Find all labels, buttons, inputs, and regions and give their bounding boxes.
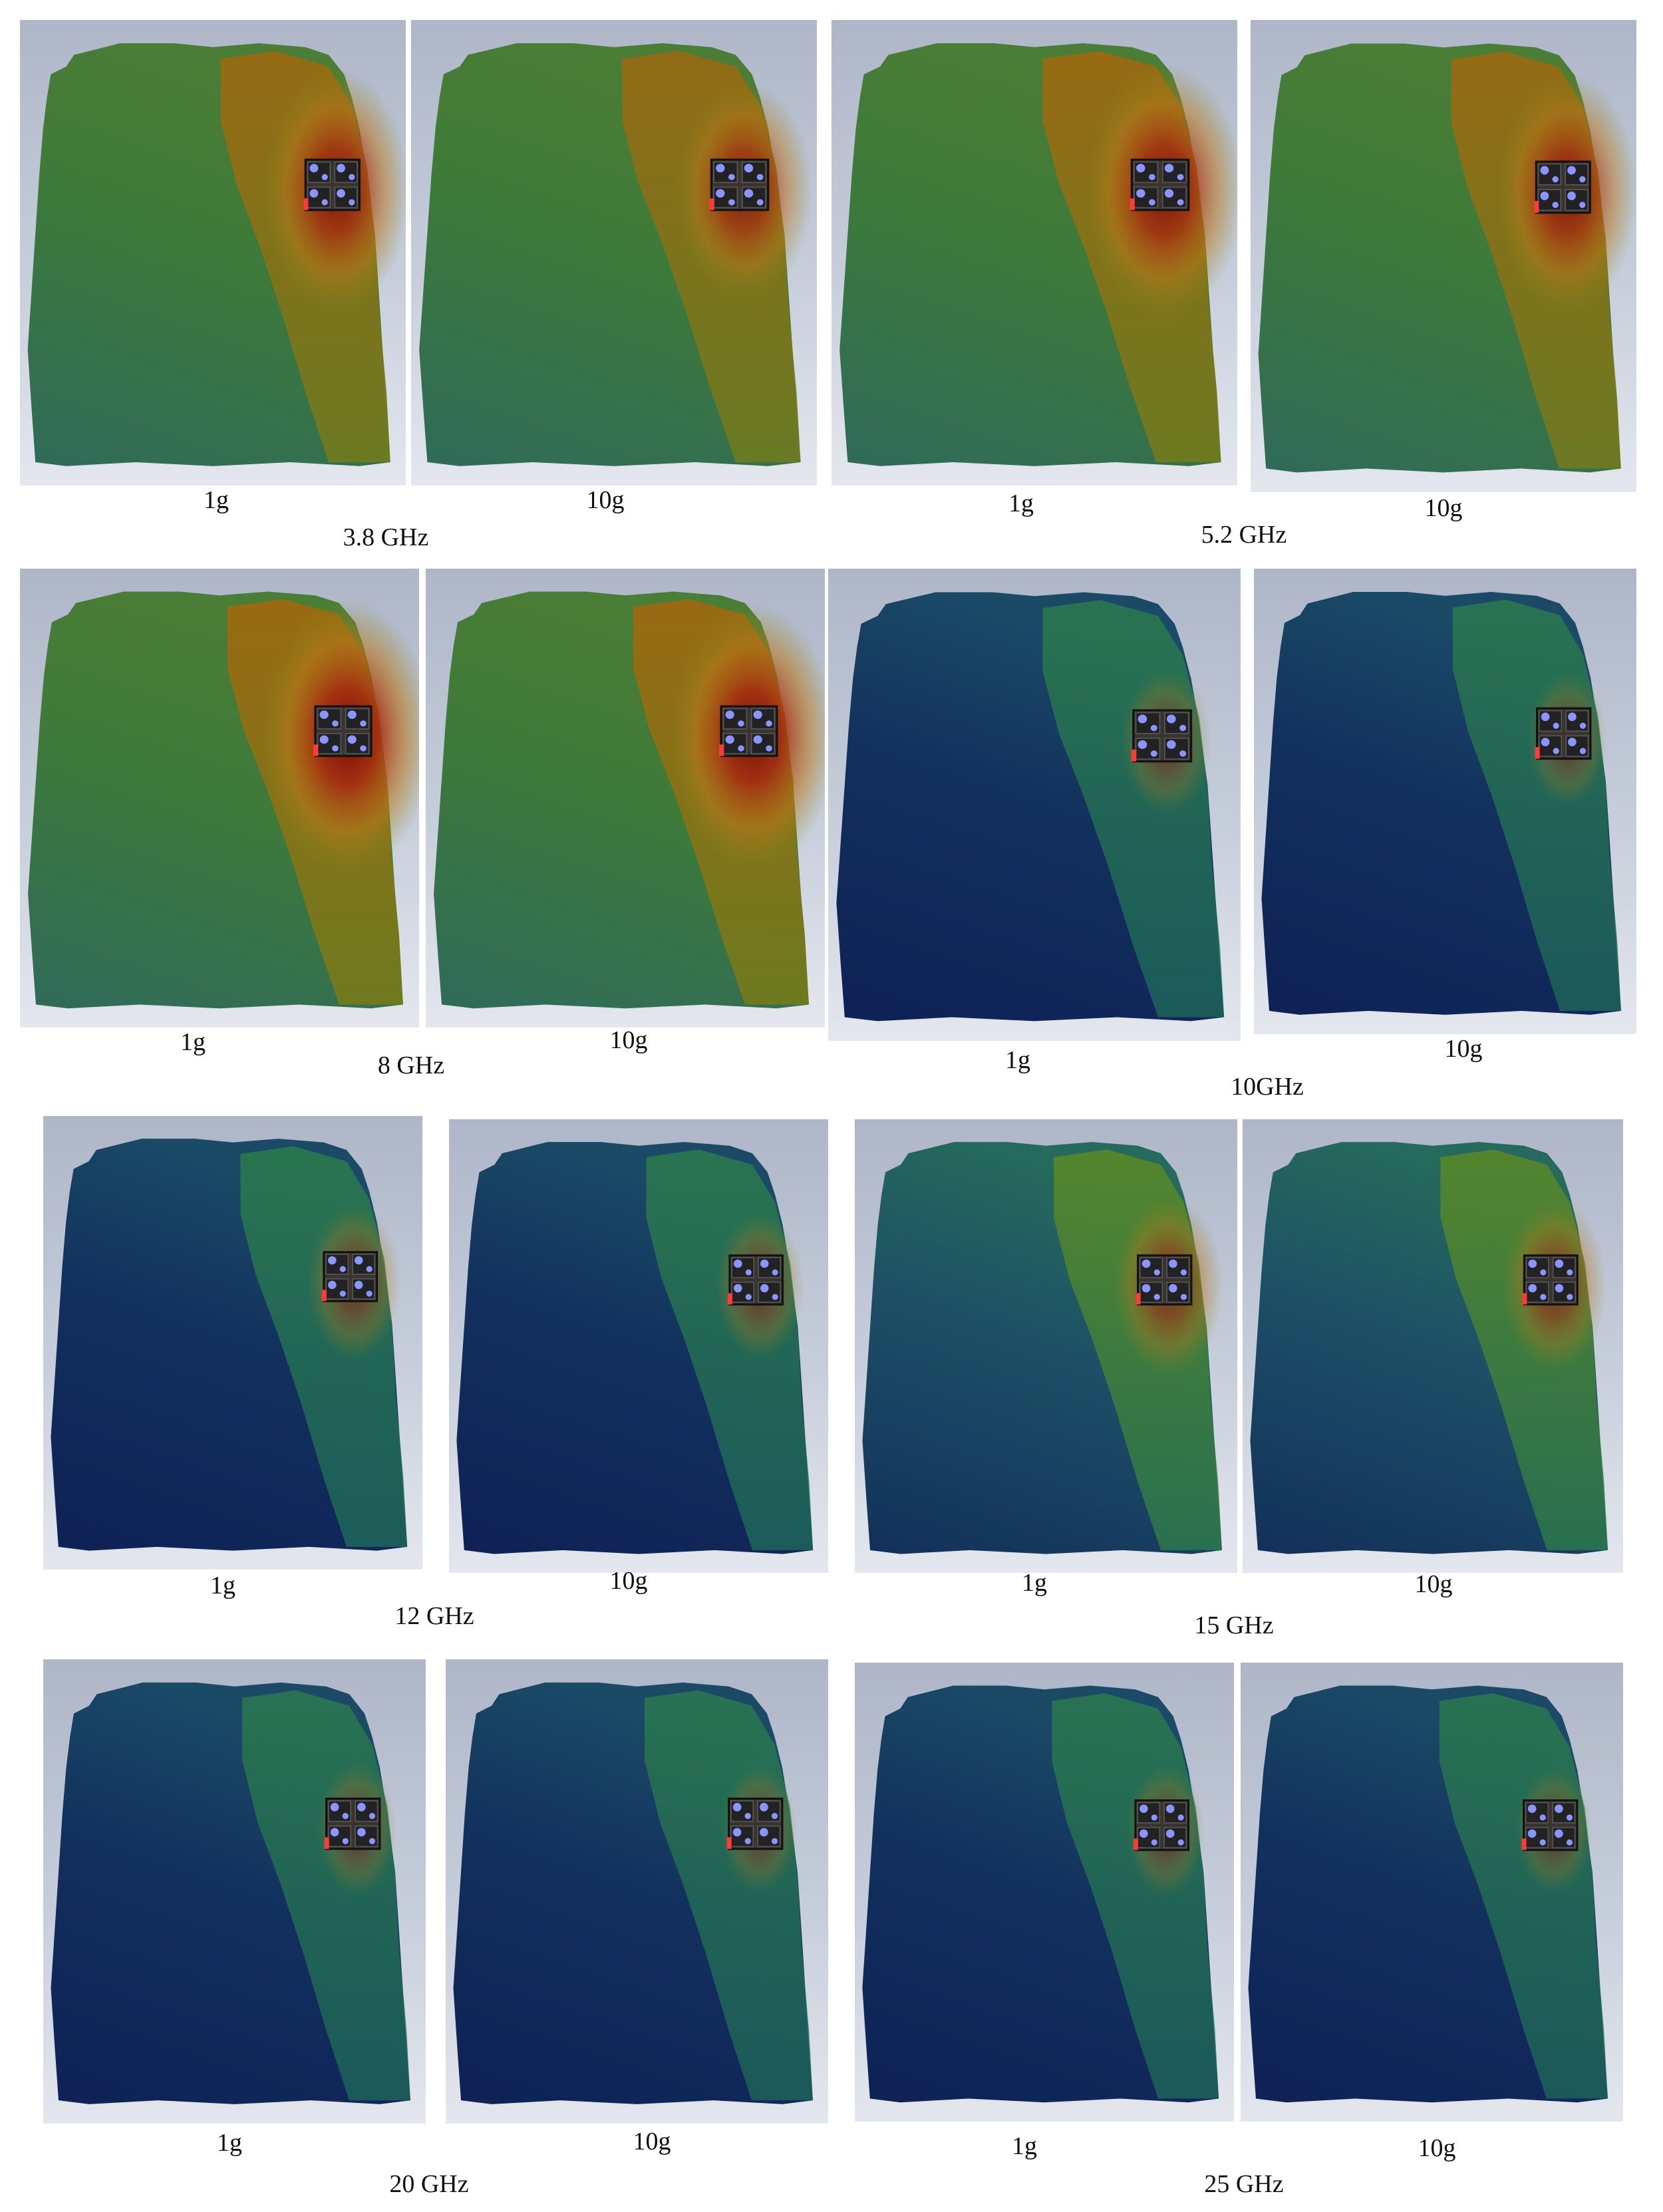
sar-heatmap — [839, 43, 1237, 466]
sar-panel-25ghz-1g — [855, 1663, 1234, 2122]
frequency-label-5-2ghz: 5.2 GHz — [1201, 521, 1287, 549]
sar-heatmap — [836, 592, 1225, 1022]
antenna-array-icon — [1521, 1799, 1579, 1852]
sar-panel-20ghz-1g — [43, 1659, 426, 2124]
panel-label-20ghz-1g: 1g — [217, 2129, 242, 2157]
sar-heatmap — [862, 1685, 1219, 2103]
antenna-array-icon — [727, 1254, 784, 1306]
sar-panel-8ghz-1g — [20, 569, 419, 1028]
frequency-label-10ghz: 10GHz — [1231, 1073, 1304, 1101]
sar-heatmap — [1258, 43, 1636, 473]
antenna-array-icon — [1534, 160, 1591, 214]
panel-label-20ghz-10g: 10g — [633, 2128, 671, 2155]
sar-panel-10ghz-10g — [1254, 569, 1636, 1034]
sar-heatmap — [434, 591, 825, 1009]
frequency-label-3-8ghz: 3.8 GHz — [343, 523, 429, 551]
panel-label-5-2ghz-10g: 10g — [1424, 494, 1463, 522]
panel-label-8ghz-1g: 1g — [180, 1028, 206, 1056]
frequency-label-20ghz: 20 GHz — [389, 2170, 469, 2198]
antenna-array-icon — [321, 1251, 378, 1302]
antenna-array-icon — [1131, 709, 1193, 763]
sar-heatmap — [456, 1142, 814, 1554]
sar-heatmap — [419, 43, 813, 466]
antenna-array-icon — [726, 1797, 784, 1850]
frequency-label-25ghz: 25 GHz — [1204, 2170, 1284, 2198]
sar-heatmap — [862, 1142, 1223, 1554]
antenna-array-icon — [1522, 1254, 1579, 1306]
antenna-array-icon — [709, 158, 770, 211]
sar-panel-8ghz-10g — [426, 569, 825, 1028]
antenna-array-icon — [719, 705, 778, 758]
panel-label-10ghz-1g: 1g — [1005, 1046, 1030, 1074]
panel-label-25ghz-1g: 1g — [1012, 2132, 1037, 2160]
frequency-label-8ghz: 8 GHz — [377, 1051, 445, 1079]
sar-panel-3-8ghz-10g — [411, 20, 817, 485]
panel-label-8ghz-10g: 10g — [609, 1026, 648, 1054]
frequency-label-15ghz: 15 GHz — [1194, 1611, 1274, 1639]
sar-heatmap — [27, 43, 406, 466]
antenna-array-icon — [303, 158, 361, 211]
panel-label-15ghz-10g: 10g — [1414, 1570, 1453, 1598]
antenna-array-icon — [1133, 1799, 1190, 1852]
panel-label-10ghz-10g: 10g — [1444, 1035, 1483, 1063]
panel-label-3-8ghz-10g: 10g — [586, 486, 625, 514]
antenna-array-icon — [1135, 1254, 1193, 1306]
sar-panel-5-2ghz-10g — [1251, 20, 1636, 492]
panel-label-12ghz-1g: 1g — [210, 1572, 235, 1599]
sar-heatmap — [51, 1682, 410, 2104]
sar-panel-20ghz-10g — [446, 1659, 828, 2124]
sar-heatmap — [28, 591, 419, 1009]
antenna-array-icon — [1535, 707, 1592, 760]
sar-heatmap — [51, 1139, 408, 1551]
panel-label-3-8ghz-1g: 1g — [204, 486, 229, 514]
sar-panel-10ghz-1g — [828, 569, 1241, 1041]
panel-label-25ghz-10g: 10g — [1418, 2134, 1456, 2162]
sar-panel-25ghz-10g — [1241, 1663, 1623, 2122]
sar-panel-15ghz-1g — [855, 1119, 1237, 1573]
sar-panel-15ghz-10g — [1243, 1119, 1623, 1573]
sar-heatmap — [1261, 592, 1621, 1015]
sar-heatmap — [1250, 1142, 1608, 1554]
sar-heatmap — [1248, 1685, 1608, 2103]
panel-label-15ghz-1g: 1g — [1022, 1569, 1047, 1597]
antenna-array-icon — [313, 705, 373, 758]
sar-panel-5-2ghz-1g — [832, 20, 1237, 485]
antenna-array-icon — [324, 1797, 381, 1850]
sar-panel-12ghz-10g — [449, 1119, 828, 1573]
antenna-array-icon — [1130, 158, 1190, 211]
sar-heatmap — [453, 1682, 813, 2104]
sar-panel-12ghz-1g — [43, 1116, 422, 1570]
panel-label-5-2ghz-1g: 1g — [1008, 489, 1034, 517]
sar-panel-3-8ghz-1g — [20, 20, 406, 485]
frequency-label-12ghz: 12 GHz — [394, 1602, 474, 1630]
panel-label-12ghz-10g: 10g — [609, 1567, 648, 1595]
